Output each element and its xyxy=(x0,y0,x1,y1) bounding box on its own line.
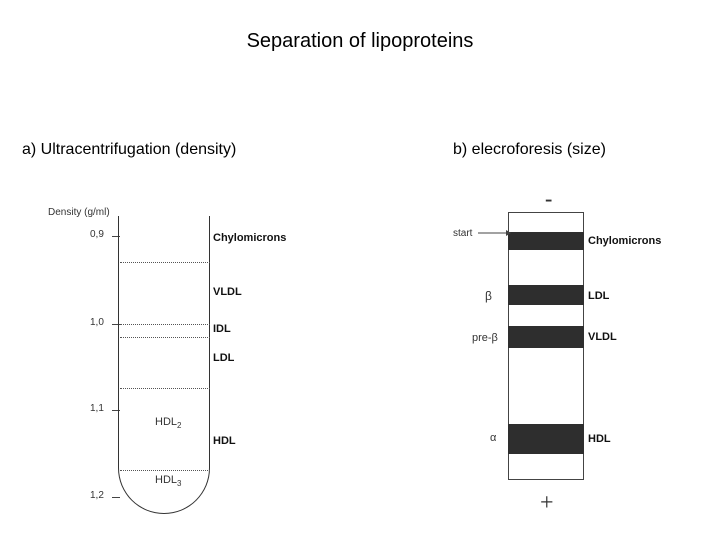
band-hdl xyxy=(508,424,584,454)
separator-5 xyxy=(120,470,210,471)
tick-1-1 xyxy=(112,410,120,411)
separator-1 xyxy=(120,262,210,263)
band-label-chylomicrons: Chylomicrons xyxy=(588,235,662,247)
panel-a-heading: a) Ultracentrifugation (density) xyxy=(22,141,237,158)
label-chylomicrons: Chylomicrons xyxy=(213,232,287,244)
label-idl: IDL xyxy=(213,323,231,335)
band-chylomicrons xyxy=(508,232,584,250)
mobility-pre-beta: pre-β xyxy=(472,332,498,344)
centrifuge-tube xyxy=(118,216,210,514)
separator-4 xyxy=(120,388,210,389)
label-vldl: VLDL xyxy=(213,286,242,298)
label-hdl2: HDL2 xyxy=(155,416,182,431)
anode-sign: + xyxy=(540,490,554,516)
tick-label-1-1: 1,1 xyxy=(90,403,104,414)
start-arrow-icon xyxy=(478,230,511,236)
band-ldl xyxy=(508,285,584,305)
start-label: start xyxy=(453,228,473,239)
label-ldl: LDL xyxy=(213,352,235,364)
label-hdl: HDL xyxy=(213,435,236,447)
density-axis-label: Density (g/ml) xyxy=(48,207,110,218)
separator-2 xyxy=(120,324,210,325)
separator-3 xyxy=(120,337,210,338)
tick-label-1-2: 1,2 xyxy=(90,490,104,501)
band-label-vldl: VLDL xyxy=(588,331,617,343)
tick-0-9 xyxy=(112,236,120,237)
mobility-alpha: α xyxy=(490,432,497,444)
panel-b-heading: b) elecroforesis (size) xyxy=(453,141,606,158)
tick-1-2 xyxy=(112,497,120,498)
band-label-ldl: LDL xyxy=(588,290,610,302)
tick-1-0 xyxy=(112,324,120,325)
band-label-hdl: HDL xyxy=(588,433,611,445)
tick-label-1-0: 1,0 xyxy=(90,317,104,328)
cathode-sign: - xyxy=(545,186,553,211)
mobility-beta: β xyxy=(485,289,492,303)
page-title: Separation of lipoproteins xyxy=(246,30,474,52)
label-hdl3: HDL3 xyxy=(155,474,182,489)
band-vldl xyxy=(508,326,584,348)
tick-label-0-9: 0,9 xyxy=(90,229,104,240)
